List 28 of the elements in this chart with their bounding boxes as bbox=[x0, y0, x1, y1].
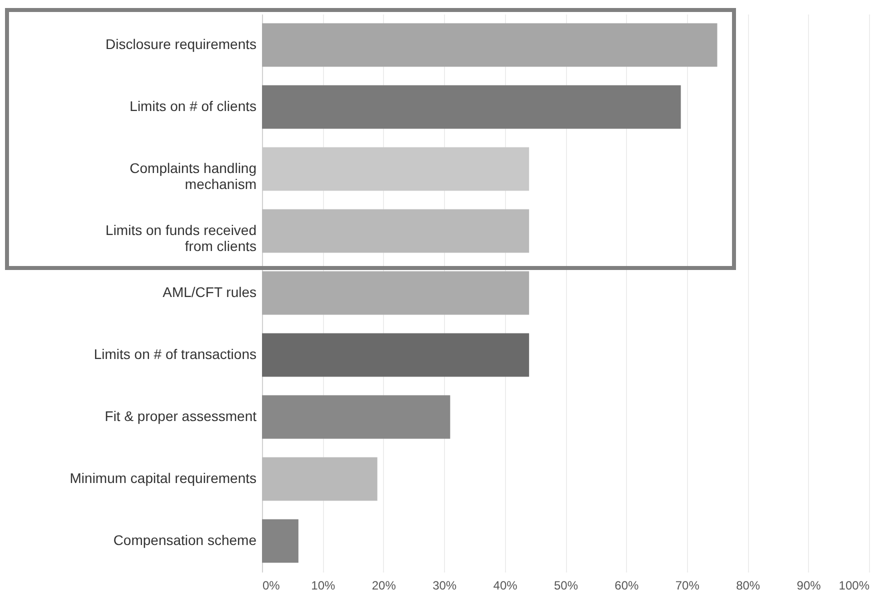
x-tick-label: 70% bbox=[675, 578, 700, 592]
x-tick-label: 90% bbox=[796, 578, 822, 592]
bar bbox=[262, 271, 530, 315]
y-tick-label: Complaints handling mechanism bbox=[130, 160, 256, 192]
y-tick-label: Limits on # of clients bbox=[130, 98, 256, 114]
bar bbox=[262, 395, 450, 439]
x-tick-label: 50% bbox=[554, 578, 578, 592]
x-tick-label: 100% bbox=[838, 578, 870, 592]
x-tick-label: 60% bbox=[614, 578, 640, 592]
bar bbox=[262, 519, 298, 563]
bar bbox=[262, 85, 681, 129]
y-tick-label: Disclosure requirements bbox=[106, 36, 256, 52]
y-tick-label: AML/CFT rules bbox=[162, 284, 256, 300]
y-tick-label: Limits on funds received from clients bbox=[106, 222, 256, 254]
y-tick-label: Fit & proper assessment bbox=[104, 408, 257, 424]
y-tick-label: Minimum capital requirements bbox=[70, 470, 256, 486]
x-tick-label: 10% bbox=[311, 578, 336, 592]
bar bbox=[262, 457, 378, 501]
y-tick-label: Compensation scheme bbox=[113, 532, 257, 548]
y-tick-label: Limits on # of transactions bbox=[94, 346, 256, 362]
x-tick-label: 20% bbox=[372, 578, 396, 592]
bar bbox=[262, 23, 718, 67]
bar bbox=[262, 209, 530, 253]
x-tick-label: 0% bbox=[262, 578, 280, 592]
x-tick-label: 40% bbox=[493, 578, 518, 592]
bar bbox=[262, 333, 530, 377]
x-tick-label: 80% bbox=[736, 578, 760, 592]
x-tick-label: 30% bbox=[432, 578, 457, 592]
